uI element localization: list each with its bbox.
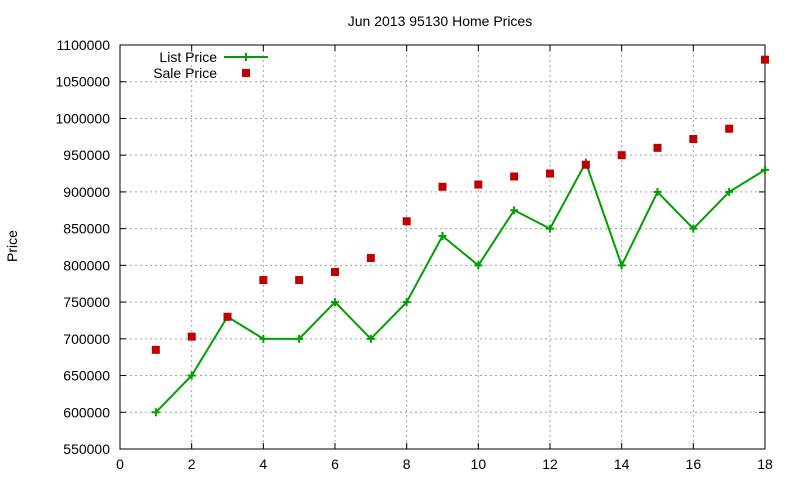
y-axis-label: Price — [4, 230, 20, 262]
grid — [120, 45, 765, 449]
x-tick-label: 10 — [471, 456, 487, 472]
legend-label: Sale Price — [153, 65, 217, 81]
list-price-line — [155, 160, 766, 413]
list-price-point — [259, 334, 268, 343]
y-tick-label: 750000 — [63, 294, 110, 310]
sale-price-point — [223, 312, 232, 321]
sale-price-point — [653, 143, 662, 152]
list-price-point — [295, 334, 304, 343]
y-tick-label: 800000 — [63, 257, 110, 273]
x-tick-label: 16 — [686, 456, 702, 472]
sale-price-point — [295, 276, 304, 285]
x-tick-label: 2 — [188, 456, 196, 472]
list-price-point — [402, 298, 411, 307]
sale-price-point — [438, 182, 447, 191]
list-price-point — [366, 334, 375, 343]
sale-price-point — [617, 151, 626, 160]
sale-price-point — [725, 124, 734, 133]
plot-frame — [119, 44, 766, 450]
legend-label: List Price — [159, 49, 217, 65]
series — [151, 55, 769, 417]
list-price-point — [689, 224, 698, 233]
sale-price-point — [689, 135, 698, 144]
list-price-point — [617, 261, 626, 270]
sale-price-point — [331, 267, 339, 276]
x-tick-label: 8 — [403, 456, 411, 472]
y-tick-label: 700000 — [63, 331, 110, 347]
sale-price-point — [187, 332, 196, 341]
tick-labels: 0 2 4 6 8 10 12 14 16 18 550000 600000 650000 700000 7… — [55, 37, 773, 472]
tick-marks — [119, 44, 766, 450]
sale-price-point — [402, 217, 411, 226]
list-price-point — [187, 371, 196, 380]
y-tick-label: 1000000 — [55, 110, 110, 126]
sale-price-point — [546, 169, 554, 178]
list-price-point — [546, 224, 554, 233]
y-tick-label: 650000 — [63, 368, 110, 384]
y-tick-label: 1050000 — [55, 74, 110, 90]
legend-list-price-marker — [242, 53, 250, 61]
y-tick-label: 850000 — [63, 221, 110, 237]
sale-price-point — [366, 254, 375, 263]
y-tick-label: 950000 — [63, 147, 110, 163]
list-price-point — [151, 408, 160, 417]
x-tick-label: 14 — [614, 456, 630, 472]
sale-price-point — [510, 172, 519, 181]
sale-price-point — [474, 180, 483, 189]
x-tick-label: 12 — [542, 456, 558, 472]
list-price-point — [653, 187, 662, 196]
sale-price-point — [259, 276, 268, 285]
x-tick-label: 0 — [116, 456, 124, 472]
list-price-point — [761, 165, 769, 174]
x-tick-label: 18 — [757, 456, 773, 472]
sale-price-point — [761, 55, 769, 64]
list-price-point — [474, 261, 483, 270]
list-price-point — [438, 231, 447, 240]
sale-price-point — [581, 160, 590, 169]
series-list-price — [151, 158, 769, 417]
list-price-point — [331, 298, 339, 307]
y-tick-label: 1100000 — [57, 37, 111, 53]
x-tick-label: 4 — [259, 456, 267, 472]
chart-title: Jun 2013 95130 Home Prices — [348, 13, 532, 29]
y-tick-label: 900000 — [63, 184, 110, 200]
x-tick-label: 6 — [331, 456, 339, 472]
series-sale-price — [151, 55, 769, 354]
list-price-point — [725, 187, 734, 196]
y-tick-label: 550000 — [63, 441, 110, 457]
y-tick-label: 600000 — [63, 404, 110, 420]
list-price-point — [510, 206, 519, 215]
legend-sale-price-marker — [242, 69, 250, 77]
sale-price-point — [151, 345, 160, 354]
